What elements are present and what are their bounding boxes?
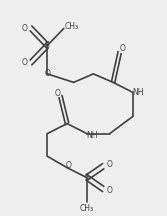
- Text: O: O: [107, 186, 113, 195]
- Text: CH₃: CH₃: [80, 204, 94, 213]
- Text: O: O: [44, 69, 50, 78]
- Text: O: O: [66, 161, 72, 170]
- Text: S: S: [45, 41, 50, 50]
- Text: S: S: [84, 173, 89, 182]
- Text: NH: NH: [86, 131, 98, 140]
- Text: O: O: [54, 89, 60, 98]
- Text: CH₃: CH₃: [65, 22, 79, 31]
- Text: O: O: [120, 44, 126, 53]
- Text: NH: NH: [132, 88, 143, 97]
- Text: O: O: [107, 160, 113, 169]
- Text: O: O: [21, 24, 27, 33]
- Text: O: O: [21, 58, 27, 67]
